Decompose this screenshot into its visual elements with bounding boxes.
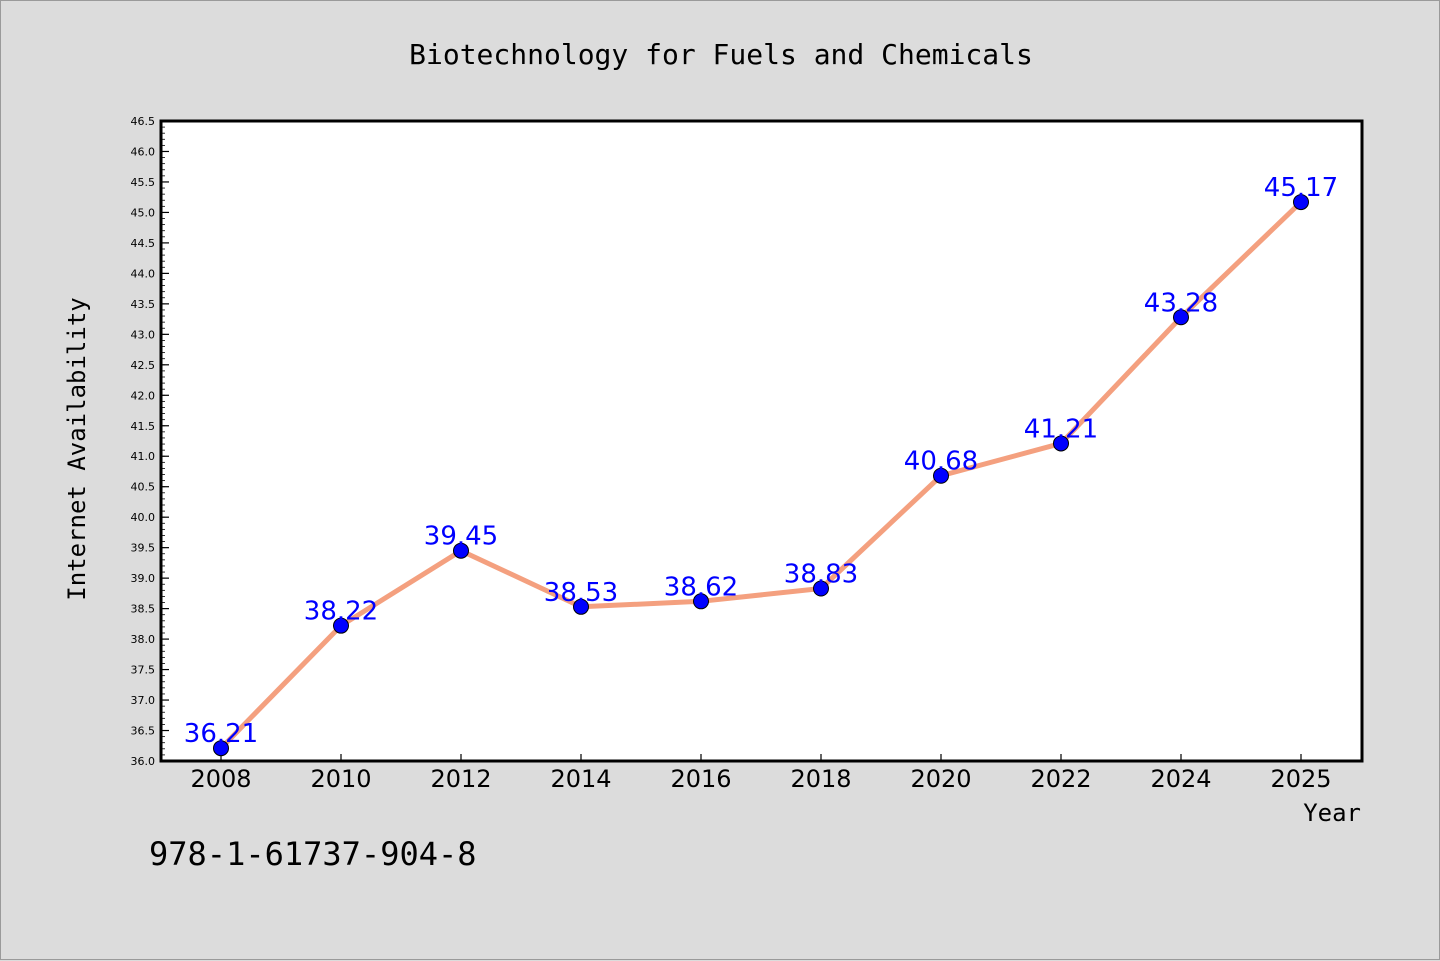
y-tick-label: 39.5 — [131, 542, 156, 555]
y-tick-label: 40.0 — [131, 511, 156, 524]
data-label: 45.17 — [1264, 173, 1338, 203]
x-tick-label: 2016 — [670, 765, 731, 793]
y-tick-label: 43.0 — [131, 328, 156, 341]
data-point — [813, 580, 829, 597]
data-label: 38.22 — [304, 597, 378, 627]
y-tick-label: 45.5 — [131, 176, 156, 189]
y-tick-label: 40.5 — [131, 481, 156, 494]
plot-area — [159, 119, 1364, 763]
x-axis: 2008 2010 2012 2014 2016 2018 2020 2022 2024 2025 — [190, 754, 1332, 793]
x-tick-label: 2024 — [1150, 765, 1211, 793]
y-tick-label: 46.5 — [131, 115, 156, 128]
isbn-caption: 978-1-61737-904-8 — [149, 835, 477, 873]
data-point — [693, 593, 709, 610]
data-label: 38.62 — [664, 572, 738, 602]
y-tick-label: 41.0 — [131, 450, 156, 463]
y-tick-label: 37.0 — [131, 694, 156, 707]
y-axis: 36.0 36.5 37.0 37.5 38.0 38.5 39.0 39.5 40.0 40.5… — [131, 115, 169, 768]
x-tick-label: 2010 — [310, 765, 371, 793]
data-label: 43.28 — [1144, 288, 1218, 318]
y-tick-label: 38.5 — [131, 603, 156, 616]
y-tick-label: 36.0 — [131, 755, 156, 768]
y-tick-label: 37.5 — [131, 664, 156, 677]
data-label: 41.21 — [1024, 414, 1098, 444]
x-tick-label: 2008 — [190, 765, 251, 793]
data-label: 39.45 — [424, 522, 498, 552]
chart-title: Biotechnology for Fuels and Chemicals — [409, 38, 1033, 71]
y-tick-label: 36.5 — [131, 725, 156, 738]
data-point — [1293, 194, 1309, 211]
x-axis-label: Year — [1303, 799, 1361, 827]
data-label: 36.21 — [184, 719, 258, 749]
data-point — [1053, 435, 1069, 452]
x-tick-label: 2018 — [790, 765, 851, 793]
x-tick-label: 2020 — [910, 765, 971, 793]
data-label: 38.83 — [784, 560, 858, 590]
series-line-path — [219, 200, 1303, 750]
y-tick-label: 38.0 — [131, 633, 156, 646]
y-tick-label: 46.0 — [131, 145, 156, 158]
y-tick-label: 45.0 — [131, 206, 156, 219]
y-tick-label: 43.5 — [131, 298, 156, 311]
y-tick-label: 42.0 — [131, 389, 156, 402]
data-point — [333, 617, 349, 634]
x-tick-label: 2022 — [1030, 765, 1091, 793]
x-tick-label: 2025 — [1270, 765, 1331, 793]
y-tick-label: 41.5 — [131, 420, 156, 433]
y-tick-label: 44.5 — [131, 237, 156, 250]
y-tick-label: 44.0 — [131, 267, 156, 280]
series-line — [213, 194, 1309, 757]
x-tick-label: 2012 — [430, 765, 491, 793]
data-point — [453, 542, 469, 559]
data-point — [933, 467, 949, 484]
x-tick-label: 2014 — [550, 765, 611, 793]
y-axis-label: Internet Availability — [63, 297, 91, 600]
data-labels: 36.21 38.22 39.45 38.53 38.62 38.83 40.68 41.21… — [184, 173, 1338, 749]
y-tick-label: 39.0 — [131, 572, 156, 585]
data-point — [1173, 309, 1189, 326]
data-label: 40.68 — [904, 447, 978, 477]
data-point — [213, 740, 229, 757]
data-point — [573, 598, 589, 615]
y-tick-label: 42.5 — [131, 359, 156, 372]
data-label: 38.53 — [544, 578, 618, 608]
